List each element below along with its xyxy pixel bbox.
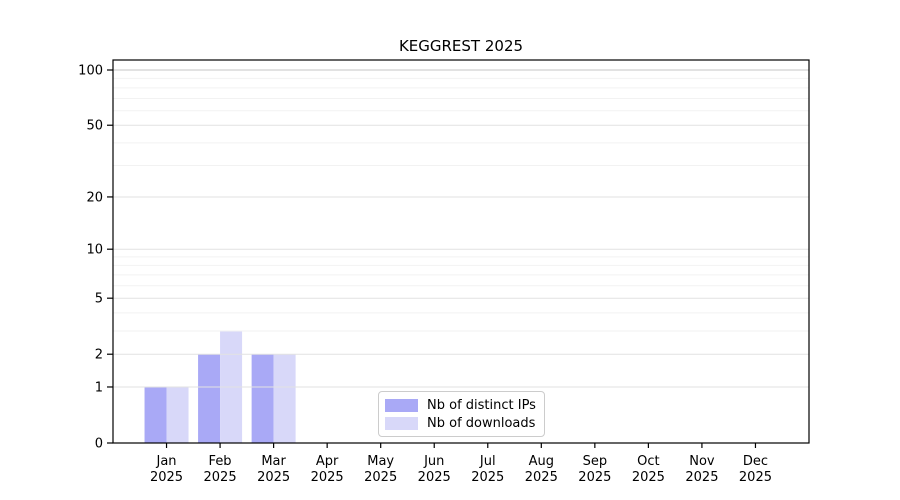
major-gridlines xyxy=(113,69,809,388)
legend-swatch-distinct-ips xyxy=(385,398,418,412)
x-tick-label-year: 2025 xyxy=(632,470,665,485)
legend: Nb of distinct IPs Nb of downloads xyxy=(378,391,545,437)
x-tick-label-month: Oct xyxy=(637,454,659,469)
x-tick-label-year: 2025 xyxy=(311,470,344,485)
y-tick-label: 2 xyxy=(95,348,103,363)
chart-title: KEGGREST 2025 xyxy=(399,37,523,55)
x-tick-label-month: Jan xyxy=(156,454,177,469)
y-axis-ticks: 0 1 2 5 10 20 50 100 xyxy=(78,64,113,452)
x-tick-label-month: Feb xyxy=(209,454,232,469)
x-tick-label-year: 2025 xyxy=(204,470,237,485)
legend-label-distinct-ips: Nb of distinct IPs xyxy=(427,397,536,413)
x-tick-label-month: Aug xyxy=(529,454,554,469)
bar-feb-distinct-ips xyxy=(198,354,221,443)
x-tick-label-year: 2025 xyxy=(685,470,718,485)
x-tick-label-month: Apr xyxy=(316,454,339,469)
x-tick-label-year: 2025 xyxy=(578,470,611,485)
x-tick-label-month: May xyxy=(367,454,394,469)
y-tick-label: 0 xyxy=(95,437,103,452)
y-tick-label: 1 xyxy=(95,380,103,395)
x-tick-label-month: Jul xyxy=(479,454,496,469)
x-tick-label-year: 2025 xyxy=(150,470,183,485)
y-tick-label: 20 xyxy=(86,190,103,205)
y-tick-label: 10 xyxy=(86,243,103,258)
plot-border xyxy=(112,59,810,444)
x-tick-label-year: 2025 xyxy=(739,470,772,485)
bar-jan-distinct-ips xyxy=(144,386,167,443)
bar-mar-distinct-ips xyxy=(251,354,274,443)
legend-label-downloads: Nb of downloads xyxy=(427,415,536,431)
bars-group xyxy=(144,330,296,443)
minor-gridlines xyxy=(113,77,809,332)
x-axis-ticks: Jan2025Feb2025Mar2025Apr2025May2025Jun20… xyxy=(150,443,772,485)
legend-item-distinct-ips: Nb of distinct IPs xyxy=(385,397,536,413)
y-tick-label: 100 xyxy=(78,64,103,79)
bar-mar-downloads xyxy=(273,354,296,443)
x-tick-label-month: Nov xyxy=(689,454,715,469)
x-tick-label-year: 2025 xyxy=(257,470,290,485)
legend-swatch-downloads xyxy=(385,416,418,430)
x-tick-label-month: Mar xyxy=(261,454,286,469)
y-tick-label: 50 xyxy=(86,119,103,134)
x-tick-label-month: Dec xyxy=(743,454,768,469)
x-tick-label-year: 2025 xyxy=(471,470,504,485)
x-tick-label-year: 2025 xyxy=(418,470,451,485)
y-tick-label: 5 xyxy=(95,292,103,307)
x-tick-label-month: Sep xyxy=(583,454,608,469)
x-tick-label-year: 2025 xyxy=(364,470,397,485)
bar-jan-downloads xyxy=(166,386,189,443)
x-tick-label-year: 2025 xyxy=(525,470,558,485)
legend-item-downloads: Nb of downloads xyxy=(385,415,536,431)
x-tick-label-month: Jun xyxy=(423,454,444,469)
